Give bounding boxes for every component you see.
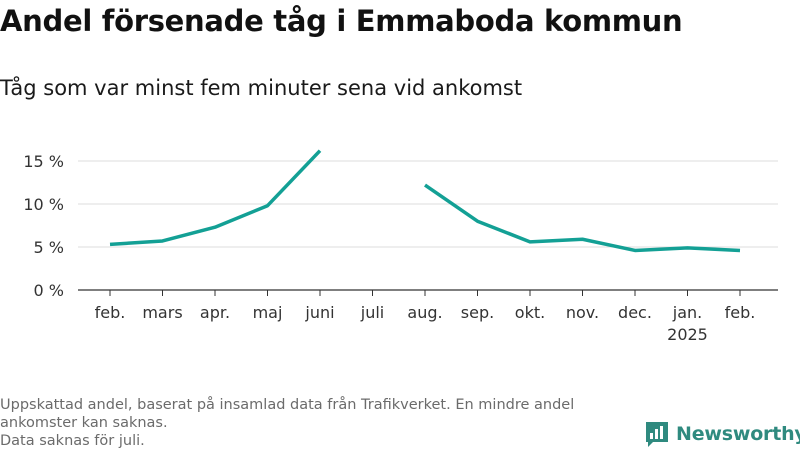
x-tick-label: apr. [200,303,230,322]
bar-chart-icon [646,422,668,447]
grid-lines [78,160,778,291]
x-tick-label: mars [142,303,182,322]
x-tick-label: feb. [725,303,756,322]
x-tick-label: dec. [618,303,652,322]
x-tick-label: juli [360,303,384,322]
x-tick-label: juni [304,303,334,322]
y-tick-label: 10 % [23,195,64,214]
x-tick-sublabel: 2025 [667,325,708,344]
y-tick-label: 15 % [23,152,64,171]
series-line-segment [109,149,322,247]
series-lines [109,149,741,253]
x-tick-label: maj [253,303,283,322]
y-axis-ticks: 0 % 5 % 10 % 15 % [23,152,64,300]
footnote-missing-data: Data saknas för juli. [0,433,145,449]
footnote-source: Uppskattad andel, baserat på insamlad da… [0,397,575,431]
newsworthy-logo: Newsworthy [644,419,800,449]
x-tick-label: feb. [95,303,126,322]
x-axis-ticks: feb. mars apr. maj juni juli aug. sep. okt. nov. d… [95,290,756,344]
line-chart: 0 % 5 % 10 % 15 % feb. mars apr. maj juni juli au… [23,149,778,344]
x-tick-label: sep. [461,303,494,322]
chart-subtitle: Tåg som var minst fem minuter sena vid a… [0,76,523,100]
x-tick-label: okt. [515,303,545,322]
x-tick-label: aug. [407,303,442,322]
x-tick-label: jan. [672,303,702,322]
x-tick-label: nov. [566,303,599,322]
chart-title: Andel försenade tåg i Emmaboda kommun [0,4,683,38]
footnote: Uppskattad andel, baserat på insamlad da… [0,396,640,450]
y-tick-label: 5 % [34,238,64,257]
logo-text: Newsworthy [676,423,800,445]
y-tick-label: 0 % [34,281,64,300]
series-line-segment [424,183,741,253]
